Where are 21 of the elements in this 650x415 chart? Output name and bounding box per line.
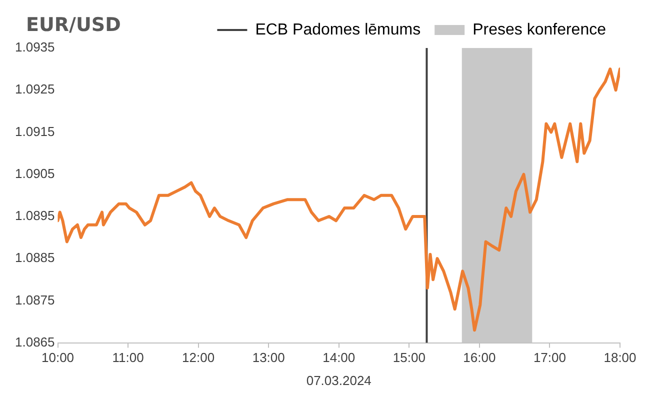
y-tick-label: 1.0885 bbox=[14, 250, 55, 266]
x-tick-label: 16:00 bbox=[463, 350, 496, 366]
y-tick-label: 1.0895 bbox=[14, 208, 55, 224]
x-tick-label: 14:00 bbox=[322, 350, 356, 366]
chart-title: EUR/USD bbox=[26, 14, 121, 36]
y-tick-label: 1.0935 bbox=[14, 40, 55, 55]
x-tick-label: 13:00 bbox=[252, 350, 285, 366]
x-tick-label: 12:00 bbox=[182, 350, 215, 366]
x-tick-label: 17:00 bbox=[533, 350, 566, 366]
y-tick-label: 1.0865 bbox=[14, 334, 55, 350]
y-tick-label: 1.0925 bbox=[14, 82, 55, 97]
y-tick-label: 1.0875 bbox=[14, 292, 55, 308]
x-tick-label: 11:00 bbox=[112, 350, 144, 366]
legend-label: Preses konference bbox=[472, 21, 606, 38]
legend-label: ECB Padomes lēmums bbox=[255, 21, 421, 38]
y-tick-label: 1.0915 bbox=[14, 124, 55, 139]
x-tick-label: 15:00 bbox=[392, 350, 426, 366]
x-tick-label: 10:00 bbox=[41, 350, 74, 366]
x-axis-title: 07.03.2024 bbox=[306, 372, 372, 388]
y-tick-label: 1.0905 bbox=[14, 166, 55, 181]
x-tick-label: 18:00 bbox=[604, 350, 636, 366]
